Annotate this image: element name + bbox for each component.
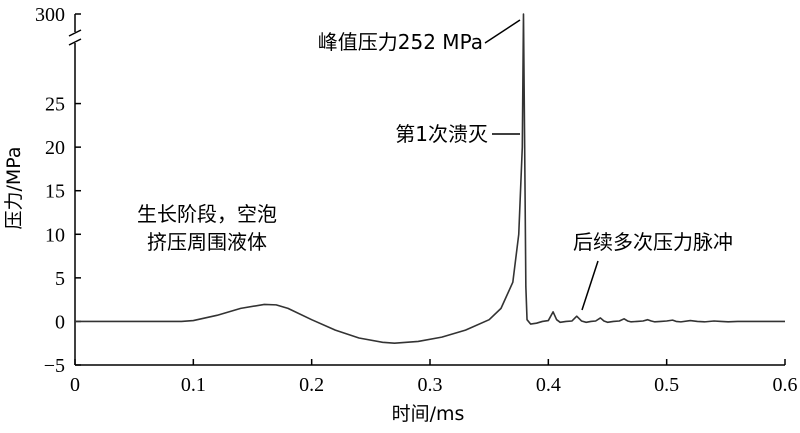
y-axis-title: 压力/MPa <box>3 146 25 229</box>
series-group <box>75 13 785 345</box>
y-tick-label-4: 15 <box>45 181 65 203</box>
annotations: 峰值压力252 MPa 第1次溃灭 生长阶段，空泡 挤压周围液体 后续多次压力脉… <box>137 19 733 311</box>
axis-break-mark-lower <box>68 38 82 46</box>
axis-break-mark-upper <box>68 29 82 37</box>
annotation-peak-pointer <box>484 19 521 44</box>
annotation-first-collapse: 第1次溃灭 <box>395 122 488 146</box>
series-line-0 <box>75 13 785 345</box>
y-tick-label-0: −5 <box>44 355 65 377</box>
x-tick-label-2: 0.2 <box>299 374 324 396</box>
y-tick-label-2: 5 <box>55 268 65 290</box>
annotation-subsequent-pulses: 后续多次压力脉冲 <box>573 230 733 254</box>
x-tick-label-6: 0.6 <box>773 374 798 396</box>
y-tick-label-6: 25 <box>45 94 65 116</box>
x-tick-label-1: 0.1 <box>181 374 206 396</box>
y-tick-label-3: 10 <box>45 224 65 246</box>
x-axis-title: 时间/ms <box>392 403 465 425</box>
annotation-growth-line1: 生长阶段，空泡 <box>137 202 277 226</box>
annotation-growth-line2: 挤压周围液体 <box>147 230 267 254</box>
y-tick-label-1: 0 <box>55 311 65 333</box>
x-tick-label-5: 0.5 <box>654 374 679 396</box>
x-tick-label-3: 0.3 <box>418 374 443 396</box>
annotation-pulses-pointer <box>581 260 599 311</box>
annotation-peak-pressure: 峰值压力252 MPa <box>318 30 483 54</box>
x-tick-label-4: 0.4 <box>536 374 561 396</box>
y-tick-label-5: 20 <box>45 137 65 159</box>
y-tick-label-7: 300 <box>35 4 65 26</box>
x-tick-label-0: 0 <box>70 374 80 396</box>
